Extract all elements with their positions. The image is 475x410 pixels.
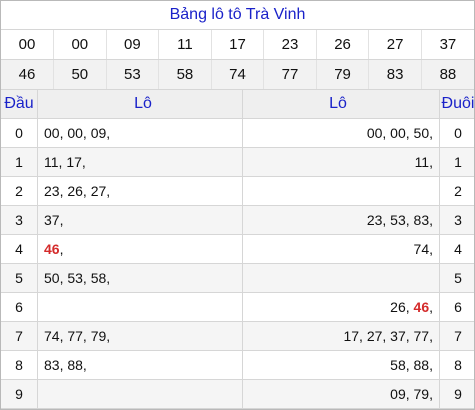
results-row-2: 46 50 53 58 74 77 79 83 88 (1, 59, 474, 90)
table-row: 4 46, 74, 4 (1, 234, 474, 264)
duoi-cell: 3 (439, 205, 474, 235)
dau-cell: 8 (1, 350, 38, 380)
lo-left-cell: 23, 26, 27, (37, 176, 243, 206)
duoi-cell: 2 (439, 176, 474, 206)
result-cell: 58 (158, 59, 212, 90)
lo-right-cell: 17, 27, 37, 77, (242, 321, 440, 351)
lo-right-cell: 00, 00, 50, (242, 118, 440, 148)
result-cell: 23 (263, 30, 317, 60)
lo-suffix: , (429, 299, 433, 315)
header-lo-left: Lô (37, 90, 243, 119)
loto-table-header: Đầu Lô Lô Đuôi (1, 90, 474, 119)
lo-right-cell: 26, 46, (242, 292, 440, 322)
results-grid: 00 00 09 11 17 23 26 27 37 46 50 53 58 7… (1, 30, 474, 90)
lo-right-cell: 23, 53, 83, (242, 205, 440, 235)
lo-right-cell: 74, (242, 234, 440, 264)
dau-cell: 7 (1, 321, 38, 351)
header-dau: Đầu (1, 90, 38, 119)
duoi-cell: 7 (439, 321, 474, 351)
result-cell: 53 (106, 59, 160, 90)
result-cell: 83 (368, 59, 422, 90)
result-cell: 17 (211, 30, 265, 60)
loto-table: Đầu Lô Lô Đuôi 0 00, 00, 09, 00, 00, 50,… (1, 90, 474, 409)
table-row: 9 09, 79, 9 (1, 379, 474, 409)
lo-left-cell: 11, 17, (37, 147, 243, 177)
lo-left-cell: 37, (37, 205, 243, 235)
lo-right-cell (242, 176, 440, 206)
lo-prefix: 26, (390, 299, 414, 315)
table-row: 6 26, 46, 6 (1, 292, 474, 322)
result-cell: 77 (263, 59, 317, 90)
dau-cell: 1 (1, 147, 38, 177)
duoi-cell: 6 (439, 292, 474, 322)
board-title: Bảng lô tô Trà Vinh (1, 1, 474, 30)
table-row: 7 74, 77, 79, 17, 27, 37, 77, 7 (1, 321, 474, 351)
lo-left-cell: 83, 88, (37, 350, 243, 380)
result-cell: 37 (421, 30, 474, 60)
lo-left-cell: 74, 77, 79, (37, 321, 243, 351)
dau-cell: 3 (1, 205, 38, 235)
result-cell: 00 (53, 30, 107, 60)
duoi-cell: 4 (439, 234, 474, 264)
result-cell: 11 (158, 30, 212, 60)
duoi-cell: 1 (439, 147, 474, 177)
duoi-cell: 0 (439, 118, 474, 148)
table-row: 3 37, 23, 53, 83, 3 (1, 205, 474, 235)
lo-left-cell (37, 379, 243, 409)
duoi-cell: 9 (439, 379, 474, 409)
dau-cell: 0 (1, 118, 38, 148)
lo-suffix: , (59, 241, 64, 257)
lo-left-cell (37, 292, 243, 322)
table-row: 5 50, 53, 58, 5 (1, 263, 474, 293)
lo-left-cell: 00, 00, 09, (37, 118, 243, 148)
result-cell: 50 (53, 59, 107, 90)
table-row: 2 23, 26, 27, 2 (1, 176, 474, 206)
results-row-1: 00 00 09 11 17 23 26 27 37 (1, 30, 474, 60)
table-row: 1 11, 17, 11, 1 (1, 147, 474, 177)
dau-cell: 5 (1, 263, 38, 293)
dau-cell: 6 (1, 292, 38, 322)
duoi-cell: 8 (439, 350, 474, 380)
highlight-number: 46 (44, 241, 60, 257)
table-row: 8 83, 88, 58, 88, 8 (1, 350, 474, 380)
result-cell: 74 (211, 59, 265, 90)
result-cell: 27 (368, 30, 422, 60)
result-cell: 00 (1, 30, 55, 60)
result-cell-highlight: 46 (1, 59, 55, 90)
header-lo-right: Lô (242, 90, 440, 119)
result-cell: 26 (316, 30, 370, 60)
dau-cell: 9 (1, 379, 38, 409)
duoi-cell: 5 (439, 263, 474, 293)
result-cell: 88 (421, 59, 474, 90)
dau-cell: 2 (1, 176, 38, 206)
result-cell: 09 (106, 30, 160, 60)
lo-right-cell: 11, (242, 147, 440, 177)
lo-right-cell: 58, 88, (242, 350, 440, 380)
header-duoi: Đuôi (439, 90, 474, 119)
lo-right-cell (242, 263, 440, 293)
table-row: 0 00, 00, 09, 00, 00, 50, 0 (1, 118, 474, 148)
lo-left-cell: 46, (37, 234, 243, 264)
highlight-number: 46 (413, 299, 430, 315)
lo-right-cell: 09, 79, (242, 379, 440, 409)
result-cell: 79 (316, 59, 370, 90)
lo-left-cell: 50, 53, 58, (37, 263, 243, 293)
dau-cell: 4 (1, 234, 38, 264)
